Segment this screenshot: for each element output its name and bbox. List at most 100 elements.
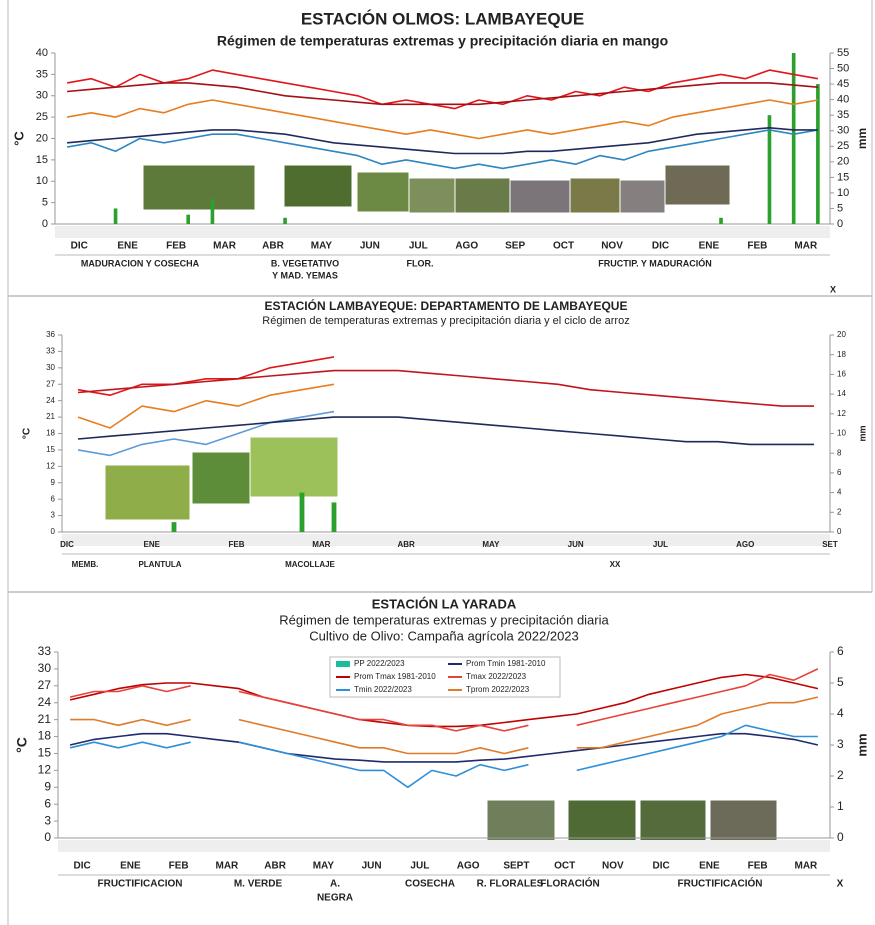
day-strip [62, 534, 830, 546]
y-tick-label: 15 [38, 746, 52, 760]
photo [664, 164, 731, 206]
y-axis-title: °C [22, 428, 33, 439]
y2-tick-label: 5 [837, 202, 843, 214]
y2-tick-label: 6 [837, 468, 842, 477]
y-tick-label: 21 [38, 712, 52, 726]
x-tick-label: MAR [794, 861, 818, 872]
photo [509, 179, 571, 214]
x-tick-label: ABR [264, 861, 286, 872]
legend-label: Prom Tmax 1981-2010 [354, 672, 436, 681]
x-tick-label: FEB [748, 861, 768, 872]
series-line [67, 82, 818, 106]
phase-label: FLOR. [407, 258, 434, 268]
x-tick-label: FEB [166, 241, 186, 252]
series-line [238, 741, 529, 789]
series-line [77, 383, 335, 429]
series-line [576, 668, 819, 727]
y-tick-label: 33 [38, 644, 52, 658]
phase-label: FRUCTIFICACION [98, 879, 183, 890]
y2-tick-label: 30 [837, 125, 849, 137]
y-tick-label: 9 [51, 478, 56, 487]
x-tick-label: ENE [144, 540, 161, 549]
photo [408, 177, 456, 214]
y-tick-label: 3 [51, 511, 56, 520]
y2-axis-title: mm [857, 425, 867, 441]
y2-tick-label: 10 [837, 187, 849, 199]
y2-tick-label: 6 [837, 644, 844, 658]
y2-tick-label: 40 [837, 94, 849, 106]
photo [569, 177, 621, 214]
x-tick-label: MAY [482, 540, 500, 549]
phase-label: FRUCTIFICACIÓN [678, 877, 763, 890]
y2-tick-label: 10 [837, 429, 846, 438]
x-tick-label: NOV [602, 861, 624, 872]
series-line [576, 724, 818, 772]
precip-bar [171, 522, 177, 532]
photo [283, 164, 353, 208]
x-tick-label: DIC [74, 861, 91, 872]
y-tick-label: 36 [46, 330, 55, 339]
y-tick-label: 24 [46, 396, 55, 405]
chart-title: ESTACIÓN LA YARADA [372, 596, 517, 611]
series-line [77, 369, 814, 407]
y2-tick-label: 20 [837, 156, 849, 168]
y-axis-title: °C [11, 131, 26, 146]
y-tick-label: 5 [42, 197, 48, 209]
y-tick-label: 0 [42, 218, 48, 230]
x-tick-label: NOV [601, 241, 623, 252]
y2-axis-title: mm [854, 733, 869, 756]
photo [104, 464, 191, 521]
y-tick-label: 33 [46, 347, 55, 356]
x-tick-label: ENE [699, 861, 720, 872]
y2-tick-label: 25 [837, 140, 849, 152]
series-line [66, 99, 819, 140]
series-line [69, 685, 191, 698]
photo [356, 171, 410, 213]
series-line [69, 741, 191, 749]
phase-label: XX [610, 560, 621, 569]
series-line [77, 356, 335, 396]
y-tick-label: 0 [51, 527, 56, 536]
y-tick-label: 15 [46, 445, 55, 454]
x-tick-label: JUN [362, 861, 382, 872]
y-tick-label: 27 [38, 678, 52, 692]
x-tick-label: AGO [457, 861, 480, 872]
series-line [77, 410, 335, 457]
precip-bar [210, 199, 215, 224]
day-strip [58, 840, 830, 852]
photo [191, 451, 251, 505]
phase-label: PLANTULA [138, 560, 181, 569]
photo [142, 164, 256, 211]
legend-label: Tprom 2022/2023 [466, 685, 530, 694]
series-line [70, 718, 191, 727]
x-tick-label: SEP [505, 241, 525, 252]
chart-subtitle: Régimen de temperaturas extremas y preci… [262, 315, 629, 327]
legend-label: Tmax 2022/2023 [466, 672, 527, 681]
x-tick-label: DIC [653, 861, 670, 872]
y2-tick-label: 1 [837, 799, 844, 813]
y-tick-label: 15 [36, 154, 48, 166]
precip-bar [719, 217, 723, 224]
y-tick-label: 6 [44, 796, 51, 810]
series-line [576, 696, 819, 749]
chart-title: ESTACIÓN OLMOS: LAMBAYEQUE [301, 9, 584, 28]
precip-bar [283, 217, 287, 224]
x-tick-label: ENE [120, 861, 141, 872]
x-tick-label: MAR [213, 241, 237, 252]
legend: PP 2022/2023 Prom Tmin 1981-2010 Prom Tmax… [329, 656, 561, 698]
y2-tick-label: 55 [837, 47, 849, 59]
x-tick-label: JUN [360, 241, 380, 252]
y2-tick-label: 0 [837, 830, 844, 844]
series-line [66, 69, 819, 110]
phase-label: X [830, 284, 836, 294]
y2-tick-label: 8 [837, 448, 842, 457]
chart: ESTACIÓN LAMBAYEQUE: DEPARTAMENTO DE LAM… [22, 298, 868, 569]
y2-axis-title: mm [855, 128, 869, 149]
x-tick-label: FEB [229, 540, 245, 549]
phase-label: X [837, 879, 844, 890]
phase-label: MADURACION Y COSECHA [81, 258, 200, 268]
y-tick-label: 18 [38, 729, 52, 743]
y-tick-label: 9 [44, 779, 51, 793]
chart: ESTACIÓN OLMOS: LAMBAYEQUE Régimen de tem… [11, 9, 869, 294]
